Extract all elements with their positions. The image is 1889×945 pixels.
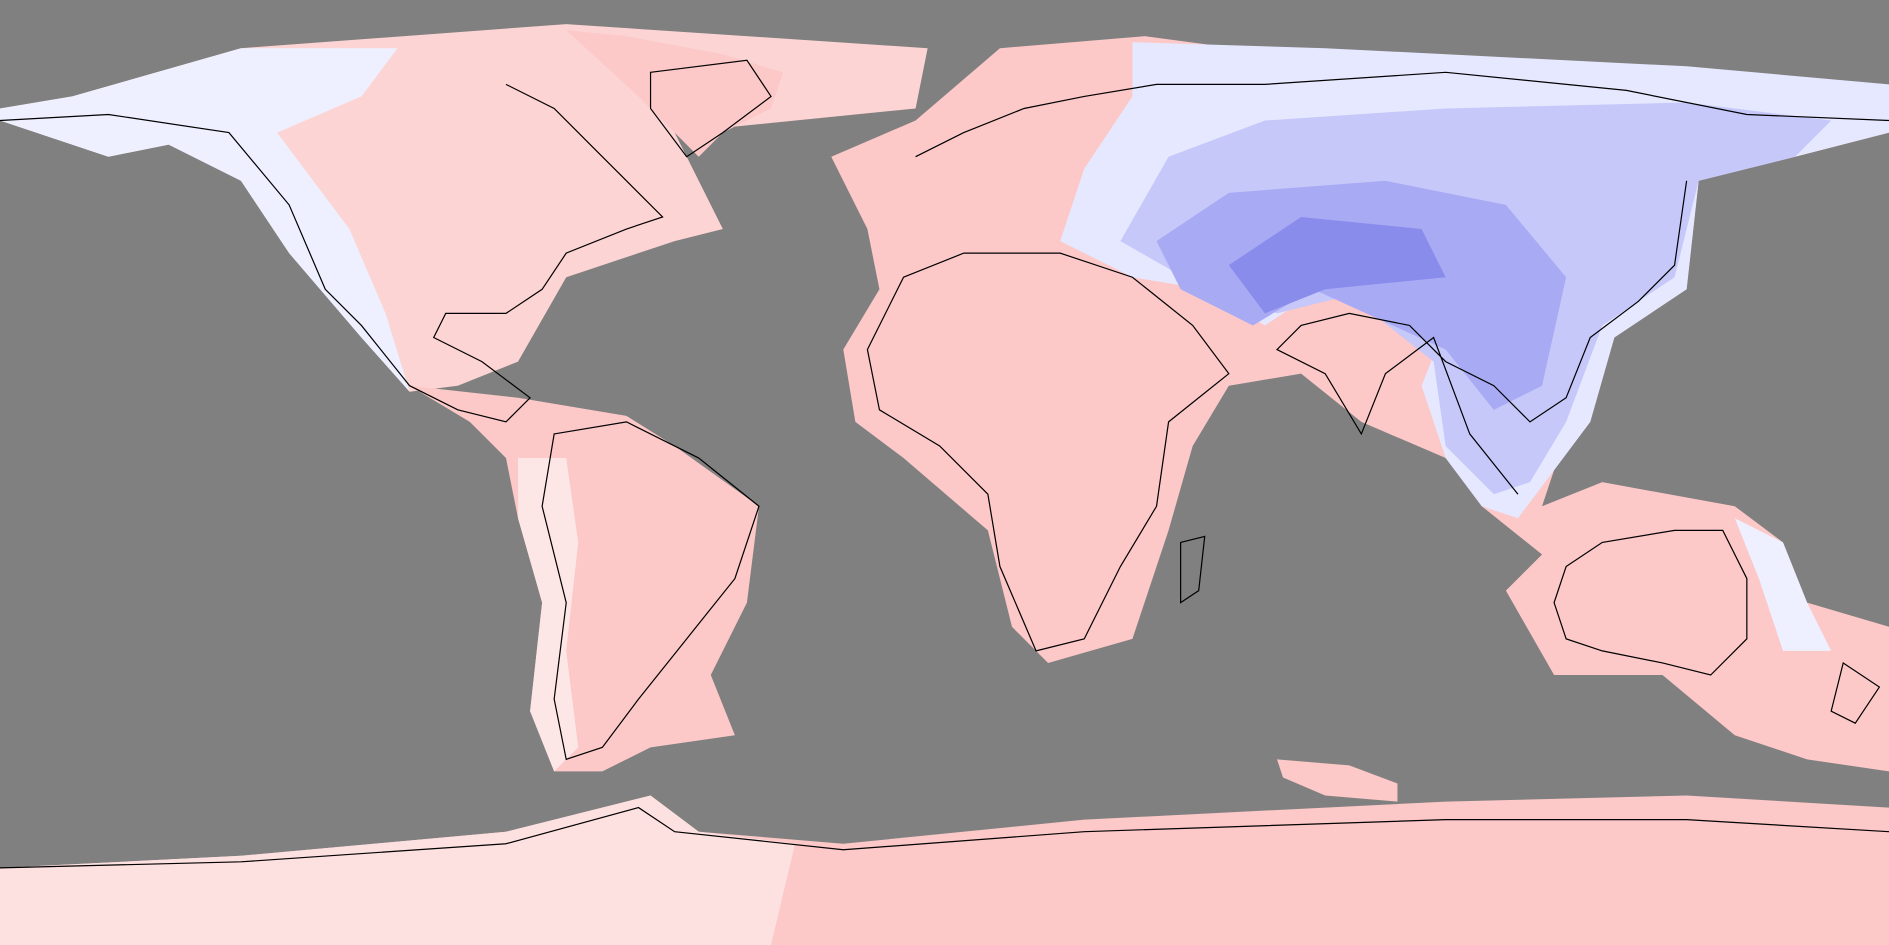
coastline [915,71,1889,495]
south-america-cool [518,458,579,772]
antarctica-light [0,795,796,945]
coastline [541,421,760,761]
coastline [0,83,664,423]
greenland-field [566,30,784,157]
australia-cool [1734,518,1832,651]
coastline [649,59,772,158]
asia-cool-4 [1228,216,1446,314]
coastline [0,806,1889,869]
coastline [1180,535,1881,724]
south-ocean-patch [1277,759,1398,802]
north-america-cool [0,48,410,392]
coastline [866,252,1230,652]
asia-cool-3 [1156,180,1567,410]
coastline [1553,529,1748,676]
south-america-field [409,385,759,772]
